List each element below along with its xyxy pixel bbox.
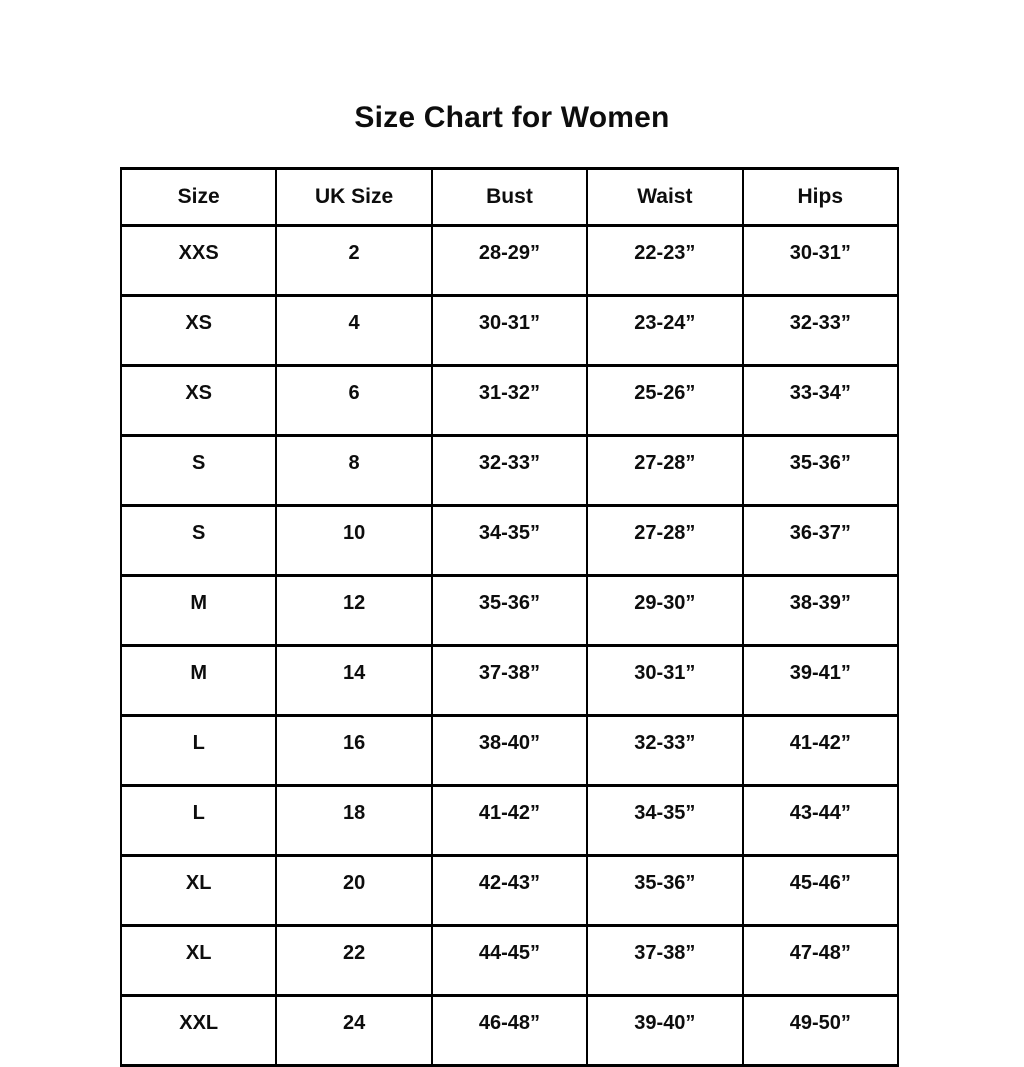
table-cell: 36-37” [741, 504, 900, 577]
column-header-size: Size [119, 167, 278, 227]
column-header-hips: Hips [741, 167, 900, 227]
table-cell: 43-44” [741, 784, 900, 857]
table-row: XXL 24 46-48” 39-40” 49-50” [119, 994, 900, 1067]
table-cell: 24 [275, 994, 433, 1067]
table-row: L 16 38-40” 32-33” 41-42” [119, 714, 900, 787]
column-header-uk-size: UK Size [275, 167, 433, 227]
table-cell: 27-28” [586, 434, 744, 507]
table-cell: 4 [275, 294, 433, 367]
header-row: Size UK Size Bust Waist Hips [119, 167, 900, 227]
table-cell: 30-31” [741, 224, 900, 297]
table-cell: 41-42” [430, 784, 589, 857]
page-title: Size Chart for Women [354, 101, 670, 134]
table-cell: 27-28” [586, 504, 744, 577]
table-cell: 32-33” [430, 434, 589, 507]
table-cell: M [119, 574, 278, 647]
table-cell: XXS [119, 224, 278, 297]
table-cell: 42-43” [430, 854, 589, 927]
table-cell: 30-31” [430, 294, 589, 367]
column-header-bust: Bust [430, 167, 589, 227]
table-cell: 39-40” [586, 994, 744, 1067]
table-cell: 38-39” [741, 574, 900, 647]
table-header: Size UK Size Bust Waist Hips [119, 167, 900, 227]
table-row: S 10 34-35” 27-28” 36-37” [119, 504, 900, 577]
column-header-waist: Waist [586, 167, 744, 227]
table-cell: 31-32” [430, 364, 589, 437]
table-cell: XS [119, 294, 278, 367]
size-chart-table: Size UK Size Bust Waist Hips XXS 2 28-29” 22-23… [119, 167, 900, 1067]
table-cell: XL [119, 854, 278, 927]
table-cell: 2 [275, 224, 433, 297]
table-cell: S [119, 504, 278, 577]
table-cell: 45-46” [741, 854, 900, 927]
table-cell: 47-48” [741, 924, 900, 997]
table-cell: 29-30” [586, 574, 744, 647]
table-cell: 33-34” [741, 364, 900, 437]
table-cell: 20 [275, 854, 433, 927]
table-cell: 28-29” [430, 224, 589, 297]
table-cell: 34-35” [586, 784, 744, 857]
table-cell: 34-35” [430, 504, 589, 577]
table-cell: 38-40” [430, 714, 589, 787]
table-cell: 25-26” [586, 364, 744, 437]
table-cell: 16 [275, 714, 433, 787]
table-row: M 12 35-36” 29-30” 38-39” [119, 574, 900, 647]
table-cell: 35-36” [586, 854, 744, 927]
table-row: XXS 2 28-29” 22-23” 30-31” [119, 224, 900, 297]
table-cell: 32-33” [586, 714, 744, 787]
table-cell: 37-38” [586, 924, 744, 997]
table-row: XL 20 42-43” 35-36” 45-46” [119, 854, 900, 927]
table-cell: 35-36” [430, 574, 589, 647]
table-cell: 46-48” [430, 994, 589, 1067]
table-body: XXS 2 28-29” 22-23” 30-31” XS 4 30-31” 23-24” 32-… [119, 224, 900, 1067]
table-cell: XL [119, 924, 278, 997]
table-cell: M [119, 644, 278, 717]
table-cell: 14 [275, 644, 433, 717]
table-row: XS 6 31-32” 25-26” 33-34” [119, 364, 900, 437]
table-cell: XS [119, 364, 278, 437]
table-cell: 18 [275, 784, 433, 857]
table-cell: 44-45” [430, 924, 589, 997]
table-cell: L [119, 714, 278, 787]
table-cell: 22-23” [586, 224, 744, 297]
table-cell: 10 [275, 504, 433, 577]
table-cell: 22 [275, 924, 433, 997]
table-cell: L [119, 784, 278, 857]
table-cell: 12 [275, 574, 433, 647]
table-cell: 6 [275, 364, 433, 437]
table-cell: 32-33” [741, 294, 900, 367]
table-row: L 18 41-42” 34-35” 43-44” [119, 784, 900, 857]
table-row: XS 4 30-31” 23-24” 32-33” [119, 294, 900, 367]
table-row: S 8 32-33” 27-28” 35-36” [119, 434, 900, 507]
table-row: M 14 37-38” 30-31” 39-41” [119, 644, 900, 717]
table-cell: 37-38” [430, 644, 589, 717]
table-cell: S [119, 434, 278, 507]
table-cell: 23-24” [586, 294, 744, 367]
table-cell: 41-42” [741, 714, 900, 787]
table-cell: 49-50” [741, 994, 900, 1067]
table-cell: 8 [275, 434, 433, 507]
table-cell: 30-31” [586, 644, 744, 717]
table-cell: 39-41” [741, 644, 900, 717]
table-cell: 35-36” [741, 434, 900, 507]
table-row: XL 22 44-45” 37-38” 47-48” [119, 924, 900, 997]
table-cell: XXL [119, 994, 278, 1067]
